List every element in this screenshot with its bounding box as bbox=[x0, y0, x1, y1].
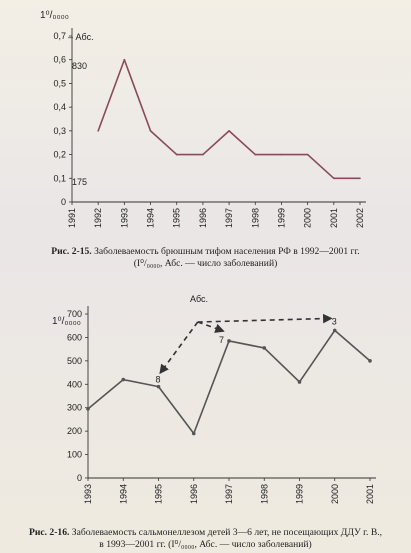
chart2-point-label-3: 3 bbox=[332, 316, 337, 326]
c2-series-segment bbox=[122, 378, 160, 388]
c1-x-tick-label: 1997 bbox=[224, 208, 234, 228]
c2-data-point bbox=[156, 384, 161, 389]
c2-series-segment bbox=[192, 340, 230, 435]
c2-x-tick-label: 1996 bbox=[189, 484, 199, 504]
c2-data-point bbox=[297, 380, 302, 384]
c2-x-tick-label: 2001 bbox=[365, 484, 375, 504]
c2-series-segment bbox=[87, 378, 125, 410]
c1-x-tick-label: 1996 bbox=[198, 208, 208, 228]
c1-x-tick-label: 2001 bbox=[329, 208, 339, 228]
c2-data-point bbox=[86, 407, 90, 411]
c1-series-segment bbox=[97, 58, 126, 132]
c1-y-tick-label: 0 bbox=[61, 197, 66, 207]
chart2-point-label-8: 8 bbox=[156, 375, 161, 385]
chart2-y-unit-label: 1⁰/₀₀₀₀ bbox=[52, 316, 81, 327]
chart-typhoid-incidence: 00,10,20,30,40,50,60,7 1991 1992 1993 1994 1… bbox=[40, 10, 366, 228]
chart1-series bbox=[97, 58, 361, 180]
c1-x-tick-label: 1992 bbox=[93, 208, 103, 228]
chart1-annotation-830: 830 bbox=[72, 61, 87, 71]
c2-y-tick-label: 200 bbox=[67, 426, 82, 436]
figure2-caption-line2: в 1993—2001 гг. (I⁰/₀₀₀₀, Абс. — число з… bbox=[99, 539, 312, 550]
chart2-arrow-to-1997 bbox=[197, 321, 225, 333]
c1-x-tick-label: 2000 bbox=[303, 208, 313, 228]
c2-y-tick-label: 700 bbox=[67, 309, 82, 319]
c2-data-point bbox=[227, 339, 231, 343]
c1-x-tick-label: 1998 bbox=[250, 208, 260, 228]
c2-series-segment bbox=[157, 385, 195, 435]
c1-y-tick-label: 0,6 bbox=[53, 55, 66, 65]
c1-x-tick-label: 1995 bbox=[172, 208, 182, 228]
chart1-annotation-175: 175 bbox=[72, 177, 87, 187]
chart1-x-ticks: 1991 1992 1993 1994 1995 1996 1997 1998 1999 2000… bbox=[67, 202, 365, 228]
c1-x-tick-label: 1999 bbox=[276, 208, 286, 228]
c2-x-tick-label: 1994 bbox=[118, 484, 128, 504]
c2-data-point bbox=[262, 346, 267, 350]
c1-y-tick-label: 0,4 bbox=[53, 102, 66, 112]
c2-series-segment bbox=[228, 340, 266, 349]
chart1-legend-abs: – Абс. bbox=[68, 32, 94, 42]
chart1-axes bbox=[71, 28, 366, 203]
c1-x-tick-label: 1994 bbox=[146, 208, 156, 228]
c2-data-point bbox=[368, 359, 372, 363]
chart2-arrow-to-1995 bbox=[159, 321, 199, 375]
c2-x-tick-label: 1997 bbox=[224, 484, 234, 504]
c2-x-tick-label: 1995 bbox=[154, 484, 164, 504]
c2-y-tick-label: 600 bbox=[67, 332, 82, 342]
c2-x-tick-label: 2000 bbox=[330, 484, 340, 504]
c2-y-tick-label: 400 bbox=[67, 379, 82, 389]
figure1-caption-line1: Заболеваемость брюшным тифом населения Р… bbox=[91, 246, 360, 257]
chart2-annotation-arrows bbox=[159, 313, 333, 375]
c2-series-segment bbox=[333, 329, 371, 362]
c2-series-segment bbox=[263, 347, 301, 383]
c1-series-segment bbox=[123, 58, 152, 132]
c1-series-segment bbox=[202, 130, 230, 156]
c2-y-tick-label: 0 bbox=[77, 473, 82, 483]
chart2-arrow-to-2000 bbox=[197, 313, 333, 324]
c1-x-tick-label: 2002 bbox=[355, 208, 365, 228]
figure2-caption-line1: Заболеваемость сальмонеллезом детей 3—6 … bbox=[69, 527, 383, 538]
c1-series-segment bbox=[149, 130, 178, 156]
chart2-point-label-7: 7 bbox=[219, 335, 224, 345]
figure1-label: Рис. 2-15. bbox=[51, 246, 92, 257]
figure2-label: Рис. 2-16. bbox=[28, 527, 70, 538]
c1-y-tick-label: 0,3 bbox=[53, 126, 66, 136]
c2-x-tick-label: 1998 bbox=[259, 484, 269, 504]
c1-y-tick-label: 0,1 bbox=[53, 173, 66, 183]
chart2-y-ticks: 0 100 200 300 400 500 600 700 bbox=[67, 309, 88, 483]
c2-series-segment bbox=[298, 329, 336, 383]
chart2-series bbox=[86, 328, 372, 436]
c1-y-tick-label: 0,7 bbox=[53, 31, 66, 41]
c2-y-tick-label: 300 bbox=[67, 403, 82, 413]
figure1-caption: Рис. 2-15. Заболеваемость брюшным тифом … bbox=[0, 246, 411, 270]
c2-y-tick-label: 100 bbox=[67, 450, 82, 460]
c1-x-tick-label: 1991 bbox=[67, 208, 77, 228]
chart2-annotation-abs: Абс. bbox=[190, 294, 208, 304]
c1-y-tick-label: 0,5 bbox=[53, 78, 66, 88]
c2-data-point bbox=[191, 431, 196, 436]
c1-y-tick-label: 0,2 bbox=[53, 150, 66, 160]
c1-x-tick-label: 1993 bbox=[119, 208, 129, 228]
c2-y-tick-label: 500 bbox=[67, 356, 82, 366]
c2-data-point bbox=[121, 377, 126, 382]
figure2-caption: Рис. 2-16. Заболеваемость сальмонеллезом… bbox=[0, 527, 411, 551]
c2-x-tick-label: 1999 bbox=[295, 484, 305, 504]
chart2-axes bbox=[87, 306, 376, 479]
chart1-y-unit-label: 1⁰/₀₀₀₀ bbox=[40, 10, 69, 21]
c2-x-tick-label: 1993 bbox=[83, 484, 93, 504]
chart1-y-ticks: 0 0,1 0,2 0,3 0,4 0,5 0,6 0,7 bbox=[53, 31, 72, 207]
chart2-x-ticks: 1993 1994 1995 1996 1997 1998 1999 2000 2001 bbox=[83, 478, 375, 504]
figure1-caption-line2: (I⁰/₀₀₀₀, Абс. — число заболеваний) bbox=[133, 258, 278, 269]
c1-series-segment bbox=[228, 130, 257, 156]
c2-data-point bbox=[332, 328, 337, 333]
c1-series-segment bbox=[306, 153, 335, 180]
